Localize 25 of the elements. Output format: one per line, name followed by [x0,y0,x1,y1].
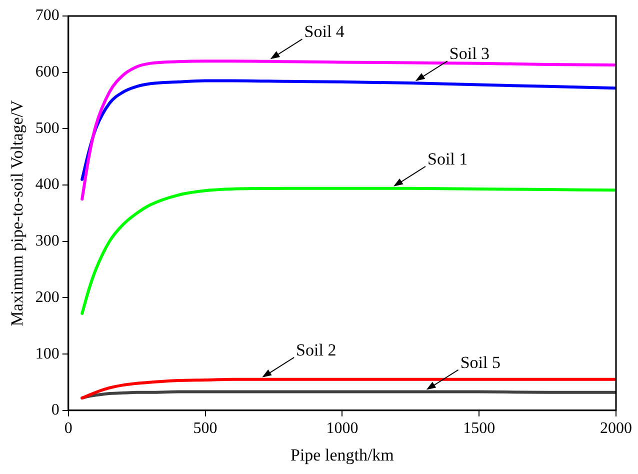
line-series [80,79,616,181]
annotation: Soil 1 [427,149,468,168]
y-tick-label: 100 [35,345,60,362]
x-axis-title: Pipe length/km [290,445,394,464]
line-series [80,378,616,400]
y-tick-label: 500 [35,120,60,137]
annotation: Soil 5 [460,352,500,372]
x-tick-label: 0 [64,420,72,438]
y-tick-label: 0 [51,402,60,419]
line-series [80,390,616,400]
y-tick-label: 300 [35,232,60,250]
x-tick-label: 1000 [326,420,358,438]
annotation: Soil 4 [304,22,345,42]
line-series [80,186,616,315]
x-tick-label: 500 [193,420,218,438]
y-tick-label: 400 [35,176,60,194]
y-tick-label: 700 [35,7,60,24]
x-tick-label: 1500 [463,420,496,438]
y-tick-label: 200 [35,288,60,306]
x-tick-label: 2000 [600,420,632,438]
y-tick-label: 600 [35,64,60,81]
y-axis-title: Maximum pipe-to-soil Voltage/V [8,99,27,326]
annotation: Soil 3 [449,44,490,64]
line-series [80,60,616,201]
annotation: Soil 2 [296,340,336,360]
